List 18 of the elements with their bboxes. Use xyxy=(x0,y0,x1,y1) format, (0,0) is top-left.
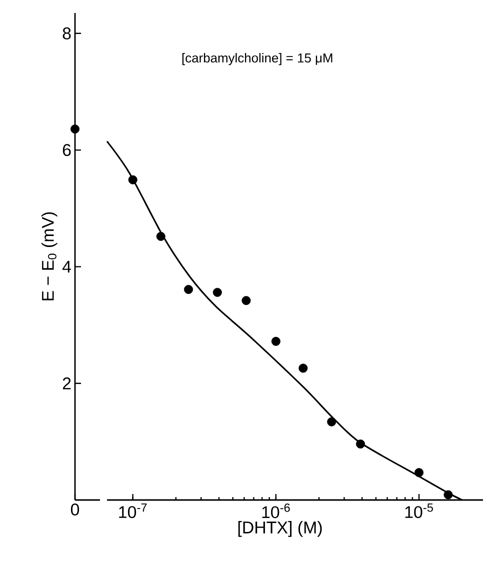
point xyxy=(327,417,336,426)
point xyxy=(271,336,280,346)
x-axis-title: [DHTX] (M) xyxy=(238,521,322,537)
x-tick-label: 10$^{-5}$ xyxy=(405,504,433,518)
x-tick-label: 10$^{-7}$ xyxy=(119,504,147,518)
y-tick-label: 8 xyxy=(62,27,71,40)
y-tick-label: 6 xyxy=(62,144,71,156)
point xyxy=(128,175,138,184)
point xyxy=(298,364,308,373)
annotation: [carbamylcholine] = 15 μM xyxy=(182,53,332,66)
x-tick-label: 10$^{-6}$ xyxy=(262,504,290,518)
point xyxy=(356,440,365,449)
y-tick-label: 4 xyxy=(62,260,71,273)
point xyxy=(212,288,222,297)
y-tick-label: 2 xyxy=(62,377,71,390)
point xyxy=(242,296,251,306)
point xyxy=(156,232,166,241)
point xyxy=(184,284,193,294)
